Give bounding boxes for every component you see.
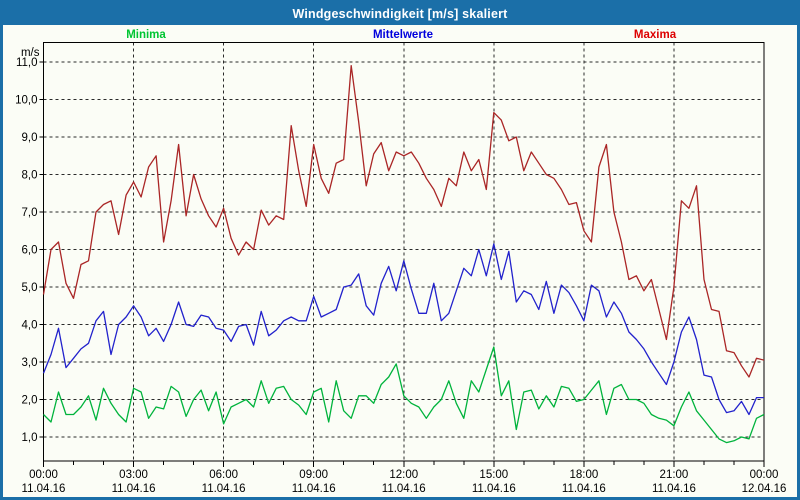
page-title: Windgeschwindigkeit [m/s] skaliert bbox=[292, 7, 508, 21]
y-axis-tick-label: 2,0 bbox=[22, 395, 38, 407]
x-axis-time-label: 21:00 bbox=[660, 469, 689, 481]
x-axis-date-label: 11.04.16 bbox=[382, 483, 426, 495]
y-axis-tick-label: 4,0 bbox=[22, 320, 38, 332]
wind-speed-line-chart: 11,0 10,0 9,0 8,0 7,0 6,0 5,0 4,0 3,0 2,0 1,0 m/s 00… bbox=[15, 41, 787, 495]
y-axis-unit-label: m/s bbox=[21, 47, 40, 59]
x-axis-date-label: 11.04.16 bbox=[292, 483, 336, 495]
y-axis-tick-label: 7,0 bbox=[22, 207, 38, 219]
x-axis-time-label: 15:00 bbox=[479, 469, 508, 481]
series-minima bbox=[43, 346, 765, 444]
x-axis-date-label: 11.04.16 bbox=[202, 483, 246, 495]
x-axis-time-label: 06:00 bbox=[209, 469, 238, 481]
series-mittelwerte bbox=[42, 243, 764, 416]
y-axis-tick-label: 11,0 bbox=[16, 57, 38, 69]
x-axis-date-label: 12.04.16 bbox=[742, 483, 787, 495]
x-axis-date-label: 11.04.16 bbox=[22, 483, 66, 495]
series-maxima bbox=[42, 65, 765, 378]
y-axis-tick-label: 3,0 bbox=[22, 357, 38, 369]
legend-minima: Minima bbox=[126, 29, 166, 41]
legend-maxima: Maxima bbox=[633, 29, 677, 41]
x-axis-time-label: 00:00 bbox=[29, 469, 58, 481]
x-axis-date-label: 11.04.16 bbox=[562, 483, 606, 495]
x-axis-date-label: 11.04.16 bbox=[652, 483, 696, 495]
plot-border bbox=[42, 41, 765, 462]
x-axis-time-label: 03:00 bbox=[119, 469, 148, 481]
y-axis-tick-label: 10,0 bbox=[15, 95, 37, 107]
x-axis-time-label: 12:00 bbox=[389, 469, 418, 481]
x-axis-time-label: 18:00 bbox=[569, 469, 598, 481]
y-axis-tick-label: 1,0 bbox=[22, 432, 38, 444]
x-axis-date-label: 11.04.16 bbox=[472, 483, 516, 495]
chart-title-bar: Windgeschwindigkeit [m/s] skaliert bbox=[3, 3, 797, 25]
x-axis-time-label: 00:00 bbox=[750, 469, 779, 481]
y-axis-tick-label: 9,0 bbox=[22, 132, 38, 144]
y-axis-tick-label: 6,0 bbox=[22, 245, 38, 257]
x-axis-time-label: 09:00 bbox=[299, 469, 328, 481]
y-axis-tick-label: 5,0 bbox=[22, 282, 38, 294]
y-axis-tick-label: 8,0 bbox=[22, 170, 38, 182]
x-axis-date-label: 11.04.16 bbox=[112, 483, 156, 495]
legend-mittelwerte: Mittelwerte bbox=[372, 29, 434, 41]
